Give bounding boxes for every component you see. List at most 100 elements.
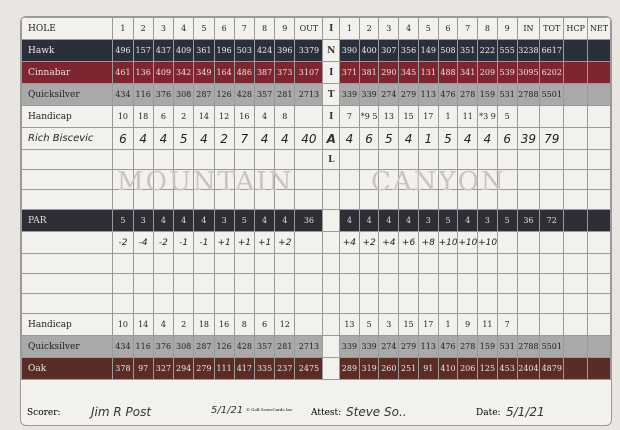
back-hole-6: 476: [437, 335, 459, 358]
front-hole-2: [132, 273, 154, 294]
row-label: Quicksilver: [21, 83, 114, 106]
back-hole-9: [496, 273, 518, 294]
hcp: [563, 209, 589, 232]
out-total: [294, 273, 324, 294]
back-hole-6: [437, 293, 459, 314]
front-hole-9: 12: [274, 313, 296, 336]
front-hole-9: [274, 253, 296, 274]
out-total: 36: [294, 209, 324, 232]
front-hole-5: 14: [193, 105, 215, 128]
back-hole-2: [358, 273, 380, 294]
front-diff: -2: [112, 231, 134, 254]
out-total: 40: [294, 127, 324, 150]
hole-number: 9: [274, 17, 296, 40]
in-total: 36: [516, 209, 541, 232]
in-total: [516, 189, 541, 210]
front-hole-9: 237: [274, 357, 296, 380]
back-hole-1: [339, 273, 360, 294]
front-hole-1: 6: [112, 127, 134, 150]
attest-label: Attest:: [311, 408, 342, 418]
hole-number: 7: [233, 17, 255, 40]
net: [587, 253, 611, 274]
hole-number: 3: [152, 17, 175, 40]
in-total: [516, 273, 541, 294]
front-diff: +1: [253, 231, 276, 254]
hcp: [563, 335, 589, 358]
back-diff: [496, 231, 518, 254]
front-hole-2: 97: [132, 357, 154, 380]
bottom-row-handicap: Handicap 10 14 4 2 18 16 8 6 12 13 5 3 15 17 1 9 11 7: [21, 313, 611, 336]
back-diff: +4: [378, 231, 400, 254]
front-hole-9: 396: [274, 39, 296, 62]
back-hole-5: 131: [417, 61, 439, 84]
net: [587, 39, 611, 62]
front-hole-1: 434: [112, 83, 134, 106]
back-hole-2: 339: [358, 335, 380, 358]
front-hole-5: 18: [193, 313, 215, 336]
back-hole-8: [477, 293, 498, 314]
front-hole-6: [213, 293, 235, 314]
back-hole-8: 3: [477, 209, 498, 232]
front-hole-5: [193, 273, 215, 294]
back-hole-5: 3: [417, 209, 439, 232]
out-total: 3107: [294, 61, 324, 84]
net: [587, 335, 611, 358]
back-hole-5: 1: [417, 127, 439, 150]
total: [539, 253, 565, 274]
score-table: HOLE 1 2 3 4 5 6 7 8 9 OUT I 1 2 3 4 5 6 7 8 9 IN TOT HCP NET Haw…: [21, 17, 611, 380]
back-hole-7: 278: [457, 83, 479, 106]
front-hole-7: 503: [233, 39, 255, 62]
watermark-mountain: MOUNTAIN: [117, 167, 294, 197]
front-hole-7: [233, 273, 255, 294]
front-diff: +1: [233, 231, 255, 254]
front-hole-7: 428: [233, 83, 255, 106]
back-hole-6: [437, 273, 459, 294]
back-hole-7: 351: [457, 39, 479, 62]
initial-letter: T: [322, 83, 341, 106]
back-hole-1: [339, 293, 360, 314]
hcp: [563, 253, 589, 274]
front-hole-4: [173, 253, 195, 274]
row-label: [21, 149, 114, 170]
in-header: IN: [516, 17, 541, 40]
in-total: 3095: [516, 61, 541, 84]
hcp: [563, 127, 589, 150]
net: [587, 61, 611, 84]
back-hole-2: 319: [358, 357, 380, 380]
hole-number: 8: [477, 17, 498, 40]
initial-letter: [322, 293, 341, 314]
net: [587, 83, 611, 106]
front-hole-6: 2: [213, 127, 235, 150]
back-hole-8: 159: [477, 335, 498, 358]
front-hole-7: [233, 293, 255, 314]
net: [587, 149, 611, 170]
back-hole-9: 555: [496, 39, 518, 62]
back-hole-7: [457, 253, 479, 274]
front-hole-5: [193, 293, 215, 314]
hcp-header: HCP: [563, 17, 589, 40]
front-hole-8: 424: [253, 39, 276, 62]
back-hole-6: 488: [437, 61, 459, 84]
front-hole-3: 4: [152, 127, 175, 150]
net: [587, 127, 611, 150]
initial-letter: [322, 189, 341, 210]
back-hole-6: 1: [437, 105, 459, 128]
back-hole-9: 539: [496, 61, 518, 84]
initial-letter: [322, 209, 341, 232]
front-hole-6: 12: [213, 105, 235, 128]
back-hole-5: 149: [417, 39, 439, 62]
in-total: 2788: [516, 83, 541, 106]
net: [587, 105, 611, 128]
front-hole-8: 357: [253, 335, 276, 358]
initial-letter: [322, 313, 341, 336]
front-hole-6: [213, 273, 235, 294]
hole-number: 6: [437, 17, 459, 40]
back-hole-6: 476: [437, 83, 459, 106]
front-hole-3: [152, 293, 175, 314]
back-hole-2: 4: [358, 209, 380, 232]
scorer-date: 5/1/21: [211, 405, 244, 416]
back-hole-1: 339: [339, 83, 360, 106]
scorecard: HOLE 1 2 3 4 5 6 7 8 9 OUT I 1 2 3 4 5 6 7 8 9 IN TOT HCP NET Haw…: [20, 16, 612, 426]
back-hole-3: 260: [378, 357, 400, 380]
front-hole-5: 361: [193, 39, 215, 62]
